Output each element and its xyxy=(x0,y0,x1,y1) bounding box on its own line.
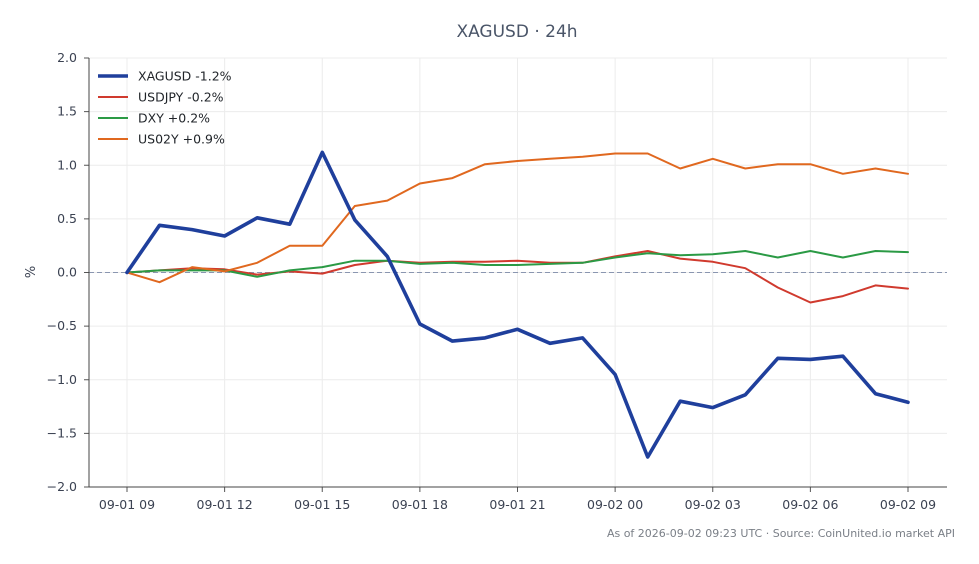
legend-label: DXY +0.2% xyxy=(138,111,210,126)
x-tick-label: 09-02 06 xyxy=(782,497,838,512)
x-tick-label: 09-01 12 xyxy=(197,497,253,512)
series-lines xyxy=(125,150,910,459)
y-tick-label: 0.5 xyxy=(57,211,77,226)
x-tick-label: 09-01 09 xyxy=(99,497,155,512)
y-tick-label: −1.5 xyxy=(47,425,77,440)
legend-label: USDJPY -0.2% xyxy=(138,90,224,105)
y-tick-label: −0.5 xyxy=(47,318,77,333)
series-line xyxy=(126,250,909,278)
x-tick-label: 09-01 18 xyxy=(392,497,448,512)
y-tick-label: −2.0 xyxy=(47,479,77,494)
x-tick-label: 09-02 09 xyxy=(880,497,936,512)
x-tick-label: 09-01 15 xyxy=(294,497,350,512)
series-line xyxy=(126,152,909,284)
y-axis-label: % xyxy=(24,266,39,278)
source-footer: As of 2026-09-02 09:23 UTC · Source: Coi… xyxy=(607,527,955,540)
chart-title: XAGUSD · 24h xyxy=(456,22,577,42)
legend-label: XAGUSD -1.2% xyxy=(138,69,232,84)
y-tick-label: −1.0 xyxy=(47,372,77,387)
y-tick-label: 1.5 xyxy=(57,104,77,119)
x-tick-label: 09-02 00 xyxy=(587,497,643,512)
legend-label: US02Y +0.9% xyxy=(138,132,225,147)
y-tick-label: 0.0 xyxy=(57,265,77,280)
x-tick-label: 09-02 03 xyxy=(685,497,741,512)
x-tick-label: 09-01 21 xyxy=(489,497,545,512)
x-tick-labels: 09-01 09 09-01 12 09-01 15 09-01 18 09-01 21… xyxy=(99,497,936,512)
y-tick-labels: 2.0 1.5 1.0 0.5 0.0 −0.5 −1.0 −1.5 −2.0 xyxy=(47,50,77,494)
legend: XAGUSD -1.2% USDJPY -0.2% DXY +0.2% US02Y +… xyxy=(98,69,232,147)
y-tick-label: 2.0 xyxy=(57,50,77,65)
y-tick-label: 1.0 xyxy=(57,157,77,172)
series-line xyxy=(125,150,910,459)
series-line xyxy=(126,250,909,304)
axes xyxy=(84,57,947,492)
